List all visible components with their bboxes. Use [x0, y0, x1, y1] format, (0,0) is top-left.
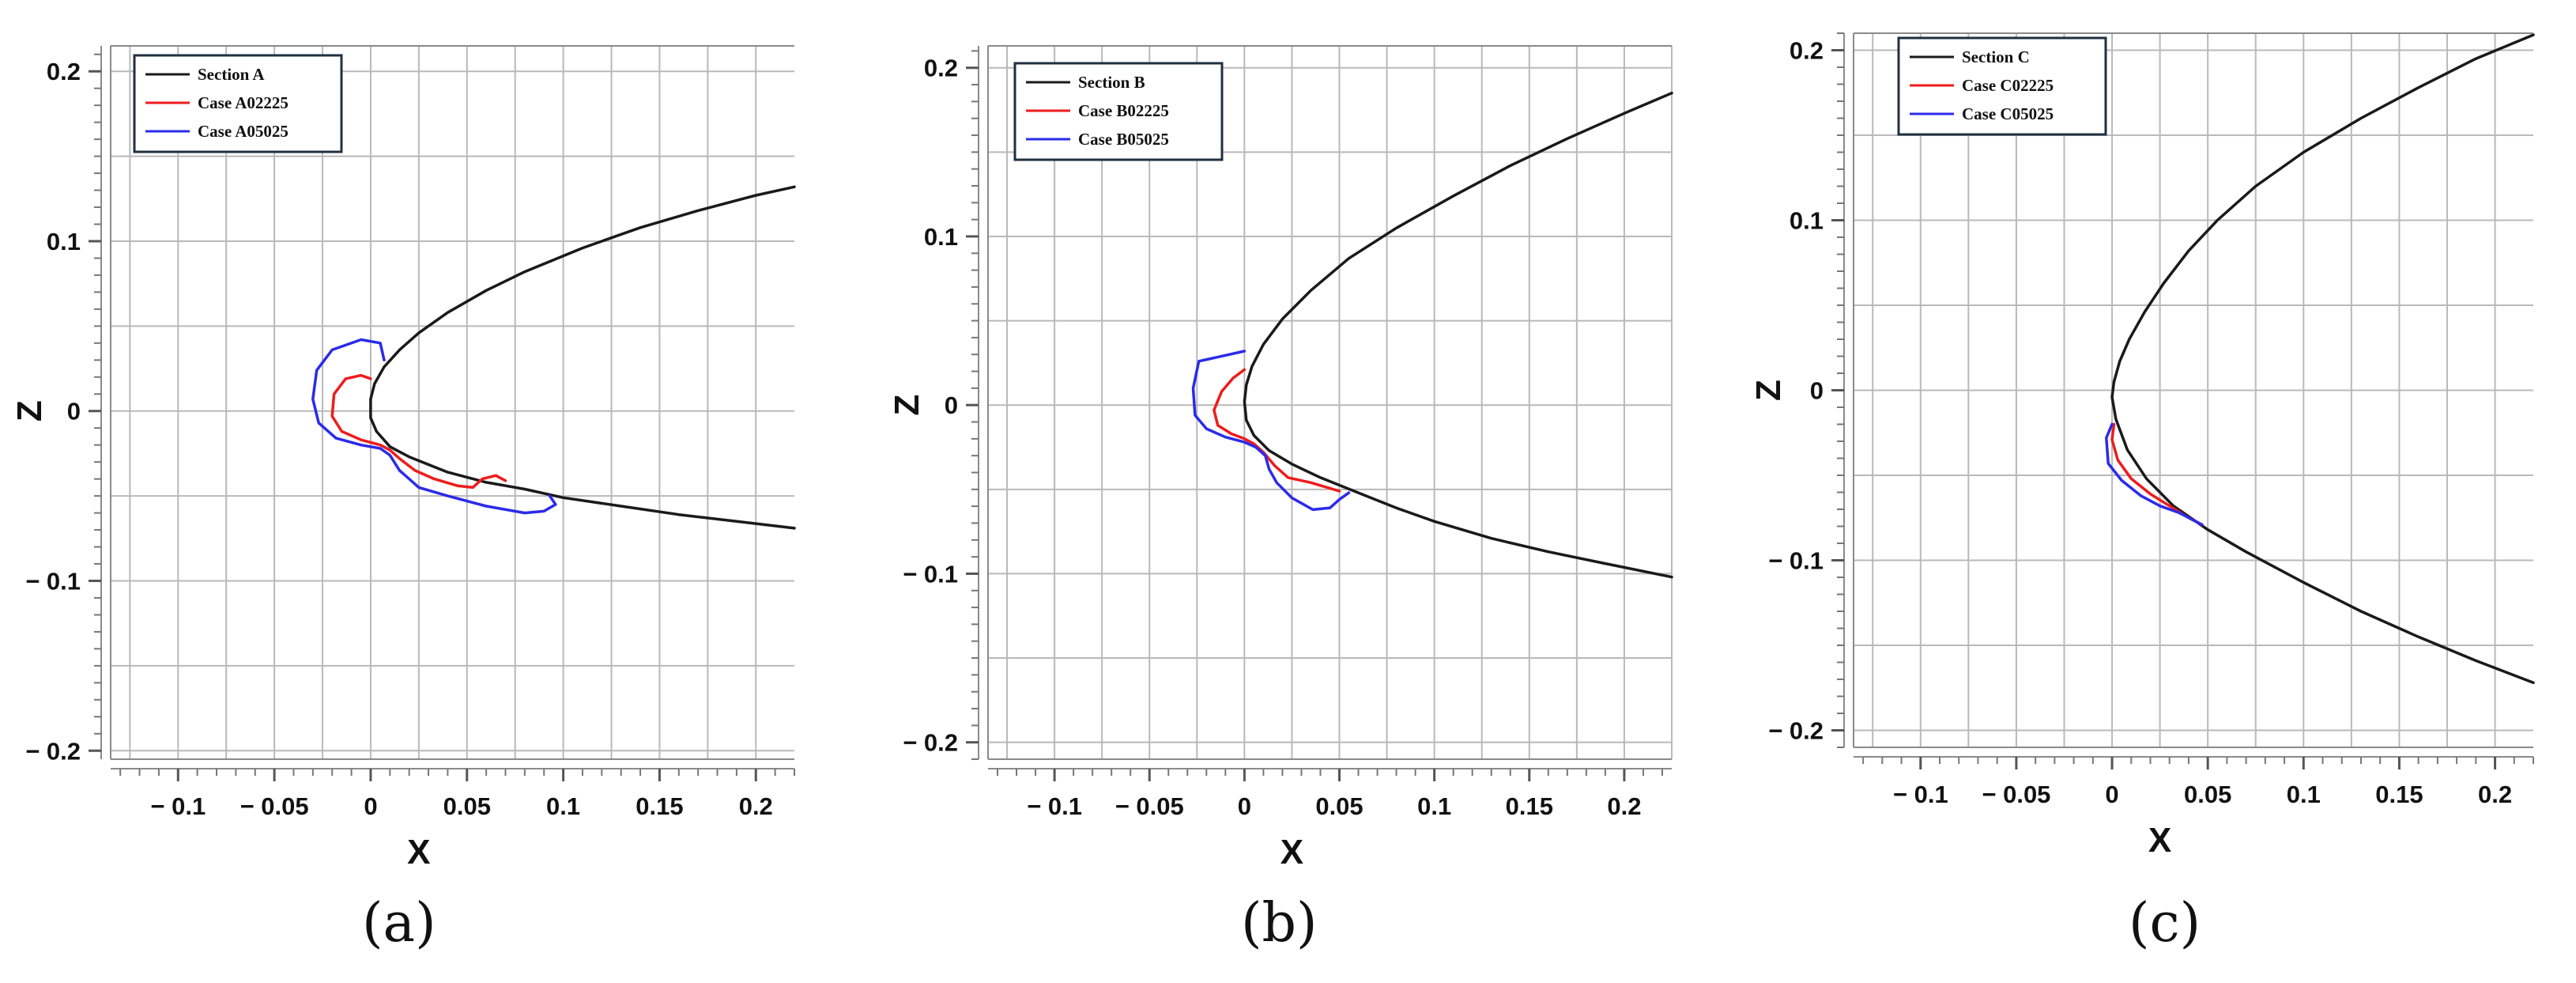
legend-entry-2: Case C05025 — [1962, 104, 2054, 123]
y-tick-label-0: − 0.2 — [1768, 717, 1824, 745]
y-tick-label-0: − 0.2 — [903, 729, 958, 757]
x-tick-label-2: 0 — [2105, 781, 2118, 808]
y-tick-label-1: − 0.1 — [1768, 547, 1824, 575]
legend-entry-0: Section C — [1962, 47, 2030, 66]
y-tick-label-3: 0.1 — [1790, 207, 1824, 235]
x-tick-label-6: 0.2 — [1607, 792, 1641, 820]
legend-entry-1: Case B02225 — [1078, 101, 1169, 120]
x-tick-label-4: 0.1 — [1417, 792, 1451, 820]
chart-panel-c: − 0.1 − 0.05 0 0.05 0.1 0.15 0.2 − 0.2 − 0.1 0 0.1… — [1749, 32, 2535, 860]
x-tick-label-0: − 0.1 — [1893, 781, 1948, 808]
x-tick-label-3: 0.05 — [443, 792, 491, 820]
series-line-a-case05025 — [311, 338, 557, 515]
x-tick-label-0: − 0.1 — [1027, 792, 1082, 820]
y-tick-label-0: − 0.2 — [25, 737, 81, 765]
x-tick-label-1: − 0.05 — [1115, 792, 1184, 820]
x-tick-label-6: 0.2 — [2478, 781, 2512, 808]
y-tick-label-3: 0.1 — [47, 228, 81, 255]
legend-entry-2: Case A05025 — [198, 122, 289, 141]
legend-box-c — [1897, 36, 2107, 136]
series-line-c-case05025 — [2105, 422, 2204, 527]
y-axis-label: Z — [10, 400, 49, 422]
panel-label-b: (b) — [1241, 892, 1318, 955]
chart-panel-b: − 0.1 − 0.05 0 0.05 0.1 0.15 0.2 − 0.2 − 0.1 0 0.1… — [888, 45, 1673, 871]
series-line-b-case05025 — [1191, 350, 1351, 512]
x-tick-label-3: 0.05 — [2184, 781, 2231, 808]
x-tick-label-0: − 0.1 — [150, 792, 206, 820]
x-tick-label-2: 0 — [364, 792, 377, 820]
x-axis-label: X — [407, 833, 430, 871]
x-tick-label-4: 0.1 — [2287, 781, 2321, 808]
series-line-a-case02225 — [330, 373, 507, 490]
y-tick-label-2: 0 — [1810, 377, 1824, 405]
legend-entry-0: Section A — [198, 65, 265, 84]
y-tick-label-4: 0.2 — [1790, 37, 1824, 65]
x-tick-label-1: − 0.05 — [240, 792, 309, 820]
x-axis-label: X — [1280, 833, 1303, 871]
x-tick-label-5: 0.15 — [2375, 781, 2423, 808]
x-axis-label: X — [2148, 821, 2171, 860]
legend-entry-1: Case A02225 — [198, 93, 289, 112]
x-tick-label-2: 0 — [1238, 792, 1251, 820]
legend-entry-1: Case C02225 — [1962, 76, 2054, 95]
y-axis-label: Z — [1749, 380, 1788, 401]
y-tick-label-4: 0.2 — [47, 58, 81, 85]
y-axis-label: Z — [888, 395, 926, 416]
y-tick-label-4: 0.2 — [924, 55, 958, 82]
panel-label-c: (c) — [2129, 892, 2201, 955]
chart-panel-a: − 0.1 − 0.05 0 0.05 0.1 0.15 0.2 − 0.2 − 0.1 0 0.1… — [10, 45, 796, 871]
x-tick-label-6: 0.2 — [739, 792, 773, 820]
y-tick-label-1: − 0.1 — [25, 568, 81, 595]
series-line-c-section — [2110, 33, 2535, 685]
x-tick-label-4: 0.1 — [546, 792, 580, 820]
legend-entry-2: Case B05025 — [1078, 130, 1169, 149]
y-tick-label-1: − 0.1 — [903, 560, 958, 588]
legend-entry-0: Section B — [1078, 73, 1145, 92]
x-tick-label-5: 0.15 — [1506, 792, 1553, 820]
x-tick-label-1: − 0.05 — [1982, 781, 2050, 808]
series-line-c-case02225 — [2110, 422, 2204, 527]
series-line-b-case02225 — [1213, 368, 1341, 493]
y-tick-label-3: 0.1 — [924, 223, 958, 251]
y-tick-label-2: 0 — [945, 391, 958, 419]
x-tick-label-5: 0.15 — [636, 792, 683, 820]
series-line-b-section — [1243, 91, 1673, 579]
panel-label-a: (a) — [362, 892, 436, 955]
x-tick-label-3: 0.05 — [1315, 792, 1363, 820]
y-tick-label-2: 0 — [67, 398, 81, 425]
series-line-a-section — [369, 185, 796, 530]
